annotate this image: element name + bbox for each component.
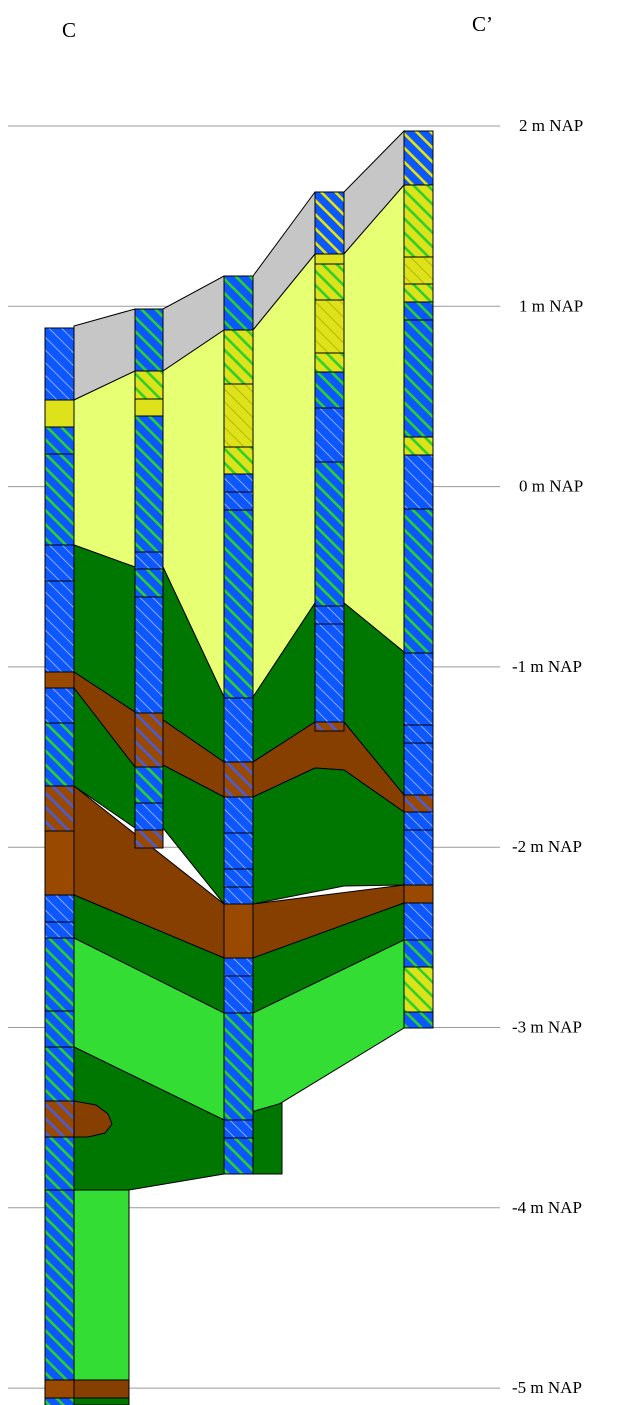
elevation-label: -1 m NAP [512,657,582,676]
layer-light-green-deep [73,1189,130,1381]
boreholes [44,130,434,1405]
elevation-label: -5 m NAP [512,1378,582,1397]
borehole-5 [403,130,434,1029]
elevation-label: 1 m NAP [519,296,583,315]
elevation-label: -4 m NAP [512,1198,582,1217]
borehole-4 [314,191,345,732]
borehole-2 [134,308,164,849]
elevation-label: 0 m NAP [519,477,583,496]
section-start-label: C [62,18,76,42]
elevation-label: -3 m NAP [512,1018,582,1037]
layer-peat-deep [73,1379,130,1399]
borehole-1 [44,327,75,1405]
borehole-3 [223,275,254,1175]
elevation-label: -2 m NAP [512,837,582,856]
elevation-label: 2 m NAP [519,116,583,135]
layer-dark-clay-bottom [73,1397,130,1405]
section-end-label: C’ [472,12,493,36]
layer-peat-lens [73,1100,113,1138]
